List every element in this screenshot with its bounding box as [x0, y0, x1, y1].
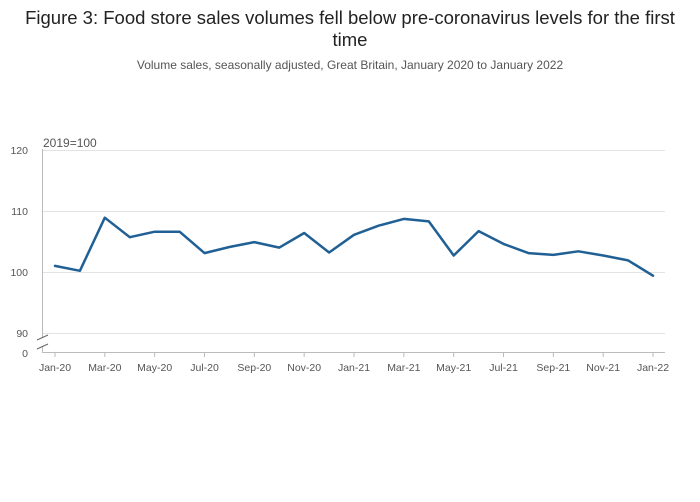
data-point [277, 245, 282, 250]
data-point [177, 229, 182, 234]
gridlines [42, 150, 665, 334]
chart-title: Figure 3: Food store sales volumes fell … [25, 7, 675, 50]
x-tick-label: Jan-20 [39, 362, 71, 374]
x-tick-label: Jul-21 [489, 362, 518, 374]
y-unit-label: 2019=100 [43, 136, 97, 150]
data-point [501, 241, 506, 246]
data-point [152, 229, 157, 234]
data-point [227, 244, 232, 249]
data-point [376, 223, 381, 228]
y-tick-label: 120 [10, 145, 28, 157]
data-point [102, 215, 107, 220]
x-tick-label: Jul-20 [190, 362, 219, 374]
x-tick-label: Mar-20 [88, 362, 121, 374]
series-line-0 [53, 216, 655, 277]
x-tick-label: Jan-22 [637, 362, 669, 374]
data-point [302, 230, 307, 235]
data-point [626, 258, 631, 263]
x-tick-label: May-20 [137, 362, 172, 374]
data-point [526, 251, 531, 256]
series-layer [53, 215, 656, 278]
data-point [127, 235, 132, 240]
y-tick-label: 100 [10, 267, 28, 279]
x-tick-labels: Jan-20 Mar-20 May-20 Jul-20 Sep-20 Nov-20 Jan-… [39, 352, 669, 374]
data-point [252, 240, 257, 245]
x-tick-label: Sep-20 [237, 362, 271, 374]
data-point [202, 251, 207, 256]
data-point [476, 229, 481, 234]
data-point [352, 232, 357, 237]
data-point [651, 273, 656, 278]
data-point [53, 263, 58, 268]
x-tick-label: Nov-20 [287, 362, 321, 374]
y-tick-labels: 0 90 100 110 120 [10, 145, 28, 360]
data-point [576, 249, 581, 254]
x-tick-label: May-21 [436, 362, 471, 374]
y-tick-label: 90 [16, 328, 28, 340]
data-point [327, 250, 332, 255]
data-point [551, 252, 556, 257]
x-tick-label: Jan-21 [338, 362, 370, 374]
axes [36, 149, 665, 353]
x-tick-label: Mar-21 [387, 362, 420, 374]
data-point [77, 268, 82, 273]
data-point [451, 253, 456, 258]
axis-break-marker [36, 334, 49, 350]
data-point [401, 216, 406, 221]
chart-subtitle: Volume sales, seasonally adjusted, Great… [136, 58, 564, 72]
y-tick-label: 110 [11, 206, 28, 218]
data-point [601, 253, 606, 258]
x-tick-label: Nov-21 [586, 362, 620, 374]
x-tick-label: Sep-21 [536, 362, 570, 374]
data-point [426, 219, 431, 224]
y-tick-label: 0 [22, 348, 28, 360]
